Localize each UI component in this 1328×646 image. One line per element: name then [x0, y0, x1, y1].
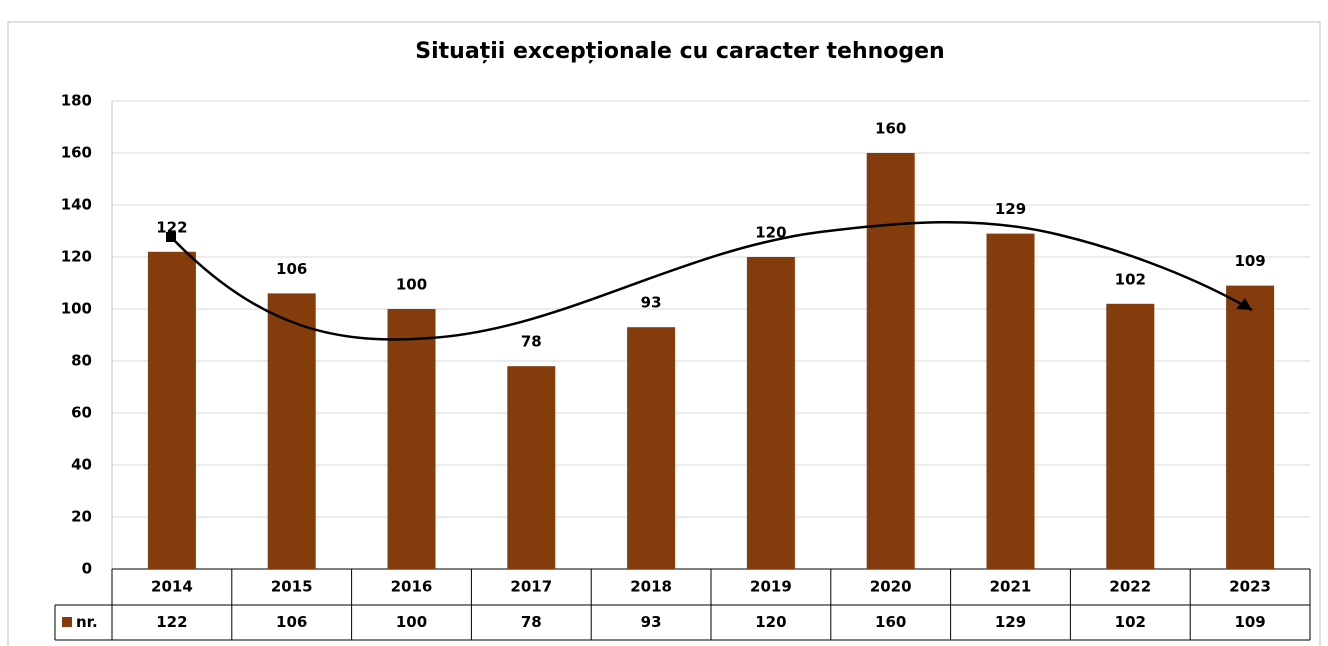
- data-label: 109: [1234, 252, 1265, 270]
- bar: [507, 366, 556, 569]
- y-tick-label: 20: [71, 508, 92, 526]
- bar: [746, 257, 795, 569]
- y-tick-label: 180: [61, 92, 92, 110]
- bar: [387, 309, 436, 569]
- table-value: 93: [641, 613, 662, 631]
- bar: [986, 233, 1035, 569]
- table-value: 100: [396, 613, 427, 631]
- bar: [1226, 285, 1275, 569]
- y-tick-label: 0: [82, 560, 92, 578]
- y-tick-label: 100: [61, 300, 92, 318]
- data-label: 106: [276, 260, 307, 278]
- table-value: 109: [1234, 613, 1265, 631]
- y-tick-label: 80: [71, 352, 92, 370]
- bar: [1106, 303, 1155, 569]
- table-value: 78: [521, 613, 542, 631]
- table-value: 122: [156, 613, 187, 631]
- x-tick-label: 2016: [391, 578, 433, 596]
- x-tick-label: 2020: [870, 578, 912, 596]
- bar: [267, 293, 316, 569]
- y-tick-label: 140: [61, 196, 92, 214]
- data-label: 93: [641, 294, 662, 312]
- data-label: 100: [396, 276, 427, 294]
- x-tick-label: 2017: [510, 578, 552, 596]
- data-label: 122: [156, 218, 187, 236]
- table-value: 102: [1115, 613, 1146, 631]
- data-label: 120: [755, 224, 786, 242]
- trend-start: [166, 232, 176, 242]
- x-tick-label: 2019: [750, 578, 792, 596]
- bar: [866, 153, 915, 569]
- data-label: 160: [875, 120, 906, 138]
- y-tick-label: 60: [71, 404, 92, 422]
- x-tick-label: 2023: [1229, 578, 1271, 596]
- chart-title: Situații excepționale cu caracter tehnog…: [415, 39, 944, 64]
- data-label: 78: [521, 333, 542, 351]
- data-label: 102: [1115, 270, 1146, 288]
- table-value: 120: [755, 613, 786, 631]
- trend-line: [170, 220, 1253, 341]
- y-tick-label: 40: [71, 456, 92, 474]
- trend-arrow: [1236, 298, 1252, 310]
- table-value: 106: [276, 613, 307, 631]
- y-tick-label: 120: [61, 248, 92, 266]
- legend-label: nr.: [76, 613, 98, 631]
- legend-swatch: [62, 617, 72, 627]
- x-tick-label: 2015: [271, 578, 313, 596]
- bar: [147, 251, 196, 570]
- bar: [627, 327, 676, 569]
- x-tick-label: 2014: [151, 578, 193, 596]
- x-tick-label: 2018: [630, 578, 672, 596]
- x-tick-label: 2021: [990, 578, 1032, 596]
- table-value: 160: [875, 613, 906, 631]
- y-tick-label: 160: [61, 144, 92, 162]
- x-tick-label: 2022: [1109, 578, 1151, 596]
- table-value: 129: [995, 613, 1026, 631]
- data-label: 129: [995, 200, 1026, 218]
